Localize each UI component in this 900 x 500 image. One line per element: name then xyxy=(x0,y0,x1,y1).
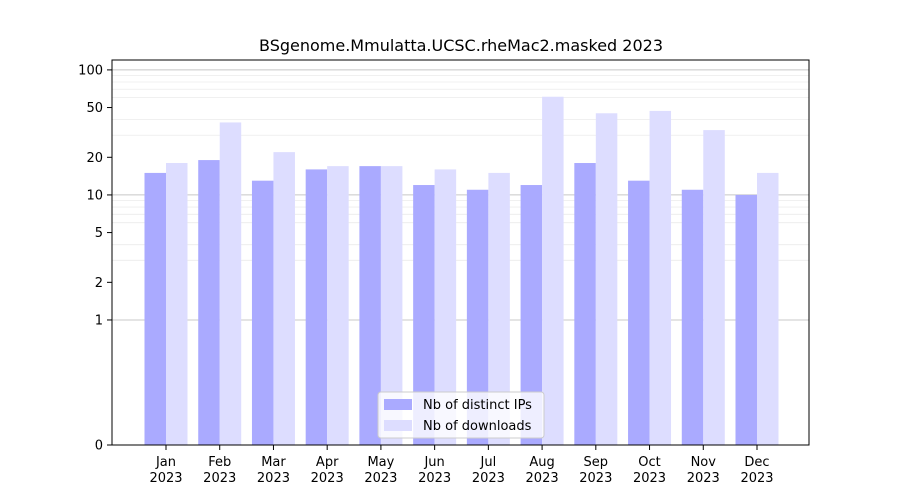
y-tick-label: 5 xyxy=(95,226,103,241)
y-tick-label: 0 xyxy=(95,439,103,454)
x-tick-label: Oct xyxy=(638,455,660,470)
axes: 0125102050100Jan2023Feb2023Mar2023Apr202… xyxy=(78,63,773,486)
x-tick-label: Jul xyxy=(480,455,497,470)
x-tick-label: Feb xyxy=(208,455,231,470)
bars xyxy=(144,96,779,445)
x-tick-label: Apr xyxy=(316,455,339,470)
y-tick-label: 1 xyxy=(95,313,103,328)
x-tick-label: May xyxy=(367,455,394,470)
bar-distinct-ips xyxy=(144,172,166,445)
bar-distinct-ips xyxy=(574,163,596,445)
bar-downloads xyxy=(488,172,510,445)
x-tick-label: Aug xyxy=(529,455,554,470)
bar-downloads xyxy=(757,172,779,445)
x-tick-label: 2023 xyxy=(203,471,236,486)
chart-title: BSgenome.Mmulatta.UCSC.rheMac2.masked 20… xyxy=(259,36,663,55)
x-tick-label: 2023 xyxy=(311,471,344,486)
x-tick-label: 2023 xyxy=(687,471,720,486)
legend-swatch-downloads xyxy=(384,420,412,431)
bar-distinct-ips xyxy=(305,169,328,445)
x-tick-label: 2023 xyxy=(633,471,666,486)
x-tick-label: 2023 xyxy=(364,471,397,486)
legend-swatch-distinct-ips xyxy=(384,399,412,410)
bar-downloads xyxy=(166,163,188,445)
bar-distinct-ips xyxy=(735,194,757,445)
legend-box xyxy=(377,391,545,439)
bar-downloads xyxy=(649,110,672,445)
y-tick-label: 100 xyxy=(78,63,103,78)
x-tick-label: Jan xyxy=(155,455,176,470)
bar-distinct-ips xyxy=(198,160,220,445)
y-tick-label: 2 xyxy=(95,276,103,291)
bar-downloads xyxy=(595,113,618,445)
bar-distinct-ips xyxy=(628,180,650,445)
x-tick-label: Mar xyxy=(261,455,286,470)
bar-distinct-ips xyxy=(359,166,381,445)
y-tick-label: 20 xyxy=(86,151,103,166)
x-tick-label: 2023 xyxy=(740,471,773,486)
x-tick-label: 2023 xyxy=(526,471,559,486)
bar-distinct-ips xyxy=(466,189,489,445)
x-tick-label: Nov xyxy=(691,455,717,470)
bar-downloads xyxy=(542,96,564,445)
bar-downloads xyxy=(273,152,295,445)
y-tick-label: 50 xyxy=(86,101,103,116)
bar-distinct-ips xyxy=(520,185,543,445)
plot-frame xyxy=(111,59,810,446)
bar-downloads xyxy=(703,130,725,445)
x-tick-label: Jun xyxy=(423,455,444,470)
bar-downloads xyxy=(219,122,242,445)
legend-label: Nb of distinct IPs xyxy=(423,398,532,413)
bar-downloads xyxy=(380,166,403,445)
x-tick-label: 2023 xyxy=(472,471,505,486)
bar-downloads xyxy=(327,166,349,445)
y-tick-label: 10 xyxy=(86,188,103,203)
x-tick-label: Sep xyxy=(584,455,609,470)
x-tick-label: 2023 xyxy=(257,471,290,486)
bar-distinct-ips xyxy=(251,180,274,445)
bar-downloads xyxy=(434,169,457,445)
x-tick-label: 2023 xyxy=(579,471,612,486)
legend: Nb of distinct IPs Nb of downloads xyxy=(377,391,545,439)
bar-distinct-ips xyxy=(681,189,704,445)
x-tick-label: 2023 xyxy=(418,471,451,486)
legend-label: Nb of downloads xyxy=(423,419,532,434)
x-tick-label: Dec xyxy=(744,455,769,470)
bar-distinct-ips xyxy=(413,185,435,445)
x-tick-label: 2023 xyxy=(149,471,182,486)
